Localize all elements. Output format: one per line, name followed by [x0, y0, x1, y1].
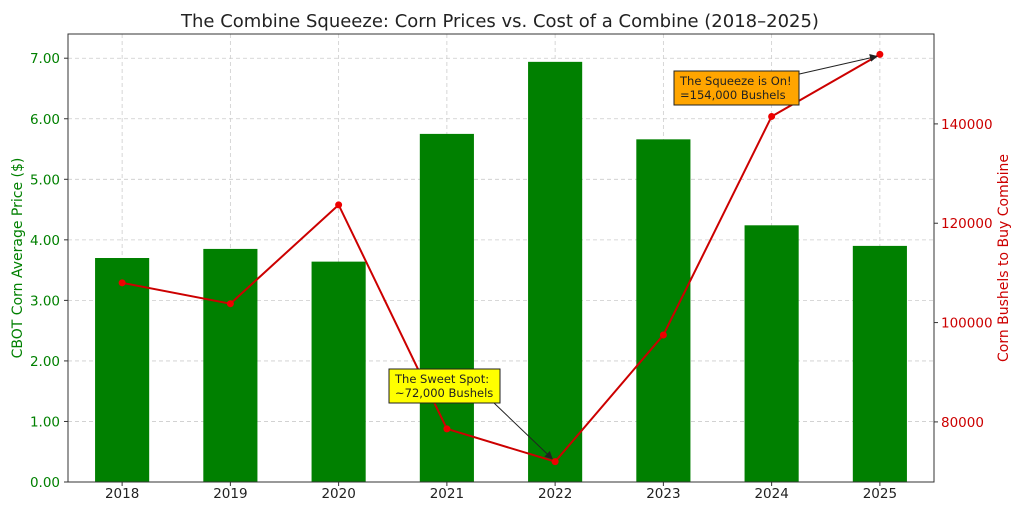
x-tick-label-2024: 2024: [754, 486, 788, 502]
bushels-point-2021: [443, 425, 451, 433]
bushels-point-2024: [768, 112, 776, 120]
annotation-arrow-squeeze: [794, 54, 878, 76]
bar-2019: [203, 248, 258, 482]
left-tick-label-7: 7.00: [30, 51, 60, 67]
bushels-point-2020: [335, 201, 343, 209]
annotation-text-squeeze-1: =154,000 Bushels: [680, 88, 786, 102]
right-tick-label-1: 100000: [941, 316, 993, 332]
right-tick-label-2: 120000: [941, 216, 993, 232]
price-bars: [95, 61, 907, 483]
annotation-arrow-sweet: [493, 402, 553, 460]
annotation-text-sweet-1: ~72,000 Bushels: [395, 386, 493, 400]
x-tick-label-2018: 2018: [105, 486, 139, 502]
annotations: The Sweet Spot:~72,000 Bushels The Squeez…: [388, 54, 878, 460]
x-tick-label-2022: 2022: [538, 486, 572, 502]
bar-2025: [852, 245, 907, 482]
left-tick-label-6: 6.00: [30, 112, 60, 128]
bushels-point-2022: [551, 458, 559, 466]
bar-2023: [636, 139, 691, 482]
left-tick-label-1: 1.00: [30, 414, 60, 430]
left-axis-label: CBOT Corn Average Price ($): [10, 158, 26, 359]
bushels-point-2025: [876, 50, 884, 58]
bushels-polyline: [121, 53, 881, 463]
annotation-box-sweet: [388, 368, 501, 404]
left-tick-label-4: 4.00: [30, 233, 60, 249]
bushels-point-2019: [226, 300, 234, 308]
x-axis-ticks: 2018 2019 2020 2021 2022 2023 2024 2025: [105, 482, 897, 502]
left-tick-label-3: 3.00: [30, 293, 60, 309]
bushels-line: [118, 50, 884, 466]
bushels-point-2023: [659, 331, 667, 339]
bar-2018: [95, 258, 150, 482]
x-tick-label-2025: 2025: [863, 486, 897, 502]
right-tick-label-0: 80000: [941, 415, 984, 431]
right-tick-label-3: 140000: [941, 117, 993, 133]
right-axis-ticks: 80000 100000 120000 140000: [934, 117, 993, 431]
bushels-point-2018: [118, 279, 126, 287]
right-axis-label: Corn Bushels to Buy Combine: [996, 154, 1012, 362]
annotation-text-squeeze-0: The Squeeze is On!: [679, 74, 792, 88]
chart-title: The Combine Squeeze: Corn Prices vs. Cos…: [180, 11, 819, 32]
axes: [67, 33, 935, 483]
gridlines: [68, 34, 934, 483]
bar-2024: [744, 225, 799, 482]
bar-2020: [311, 261, 366, 482]
annotation-text-sweet-0: The Sweet Spot:: [394, 372, 489, 386]
x-tick-label-2023: 2023: [646, 486, 680, 502]
bar-2022: [528, 61, 583, 483]
plot-frame: [67, 33, 935, 483]
annotation-box-squeeze: [673, 70, 800, 106]
bar-2021: [419, 133, 474, 482]
left-tick-label-5: 5.00: [30, 172, 60, 188]
x-tick-label-2020: 2020: [321, 486, 355, 502]
x-tick-label-2021: 2021: [430, 486, 464, 502]
left-tick-label-2: 2.00: [30, 354, 60, 370]
left-axis-ticks: 0.00 1.00 2.00 3.00 4.00 5.00 6.00 7.00: [30, 51, 68, 491]
left-tick-label-0: 0.00: [30, 475, 60, 491]
x-tick-label-2019: 2019: [213, 486, 247, 502]
